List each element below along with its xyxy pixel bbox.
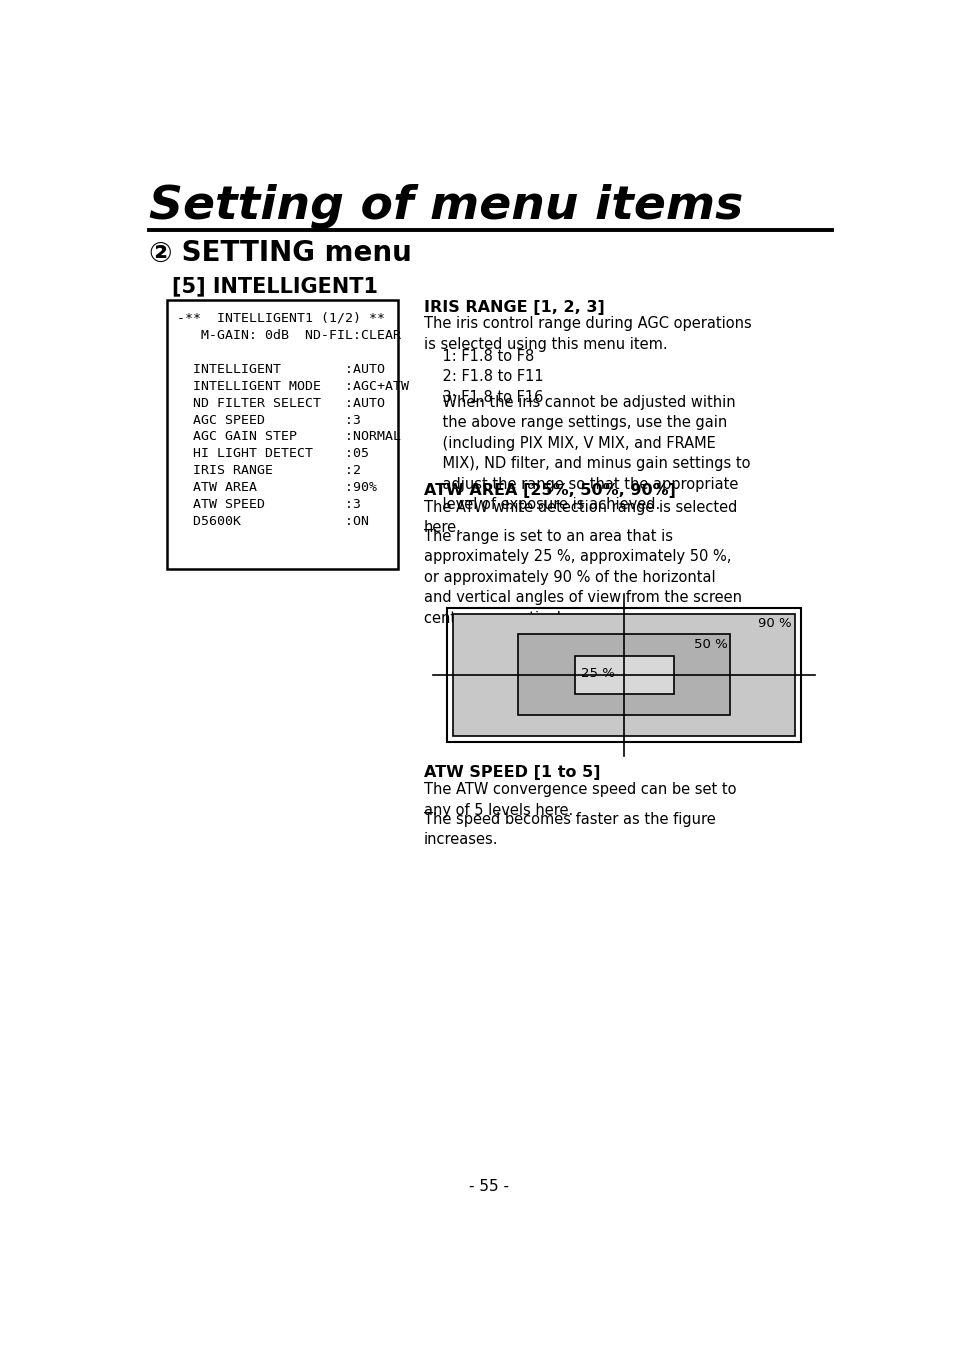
Text: The ATW white detection range is selected
here.: The ATW white detection range is selecte… xyxy=(423,500,737,535)
Text: IRIS RANGE         :2: IRIS RANGE :2 xyxy=(176,464,360,478)
Text: ATW AREA           :90%: ATW AREA :90% xyxy=(176,481,376,494)
Bar xyxy=(447,608,801,742)
Text: ATW SPEED [1 to 5]: ATW SPEED [1 to 5] xyxy=(423,765,599,780)
Text: INTELLIGENT MODE   :AGC+ATW: INTELLIGENT MODE :AGC+ATW xyxy=(176,379,408,393)
Text: ATW AREA [25%, 50%, 90%]: ATW AREA [25%, 50%, 90%] xyxy=(423,483,675,498)
Text: ②: ② xyxy=(149,240,172,268)
Text: 25 %: 25 % xyxy=(580,668,614,680)
Text: - 55 -: - 55 - xyxy=(469,1179,508,1194)
Text: -**  INTELLIGENT1 (1/2) **: -** INTELLIGENT1 (1/2) ** xyxy=(176,311,384,325)
Text: ATW SPEED          :3: ATW SPEED :3 xyxy=(176,498,360,512)
Text: The iris control range during AGC operations
is selected using this menu item.: The iris control range during AGC operat… xyxy=(423,317,751,352)
Text: When the iris cannot be adjusted within
    the above range settings, use the ga: When the iris cannot be adjusted within … xyxy=(423,395,750,512)
Text: The range is set to an area that is
approximately 25 %, approximately 50 %,
or a: The range is set to an area that is appr… xyxy=(423,529,741,626)
Bar xyxy=(517,635,730,715)
Text: 50 %: 50 % xyxy=(693,638,726,650)
Text: 90 %: 90 % xyxy=(758,617,791,630)
Text: D5600K             :ON: D5600K :ON xyxy=(176,515,368,528)
Text: IRIS RANGE [1, 2, 3]: IRIS RANGE [1, 2, 3] xyxy=(423,299,604,314)
Text: AGC GAIN STEP      :NORMAL: AGC GAIN STEP :NORMAL xyxy=(176,431,400,444)
Text: SETTING menu: SETTING menu xyxy=(172,240,412,268)
Text: Setting of menu items: Setting of menu items xyxy=(149,184,742,229)
Bar xyxy=(574,657,673,693)
Text: AGC SPEED          :3: AGC SPEED :3 xyxy=(176,413,360,427)
Text: The speed becomes faster as the figure
increases.: The speed becomes faster as the figure i… xyxy=(423,811,715,848)
Text: 1: F1.8 to F8
    2: F1.8 to F11
    3: F1.8 to F16: 1: F1.8 to F8 2: F1.8 to F11 3: F1.8 to … xyxy=(423,349,543,405)
Text: M-GAIN: 0dB  ND-FIL:CLEAR: M-GAIN: 0dB ND-FIL:CLEAR xyxy=(176,329,400,341)
Text: HI LIGHT DETECT    :05: HI LIGHT DETECT :05 xyxy=(176,447,368,460)
Bar xyxy=(453,613,794,737)
Text: The ATW convergence speed can be set to
any of 5 levels here.: The ATW convergence speed can be set to … xyxy=(423,783,736,818)
Text: [5] INTELLIGENT1: [5] INTELLIGENT1 xyxy=(172,276,377,297)
Bar xyxy=(167,299,397,569)
Text: ND FILTER SELECT   :AUTO: ND FILTER SELECT :AUTO xyxy=(176,397,384,409)
Text: INTELLIGENT        :AUTO: INTELLIGENT :AUTO xyxy=(176,363,384,375)
